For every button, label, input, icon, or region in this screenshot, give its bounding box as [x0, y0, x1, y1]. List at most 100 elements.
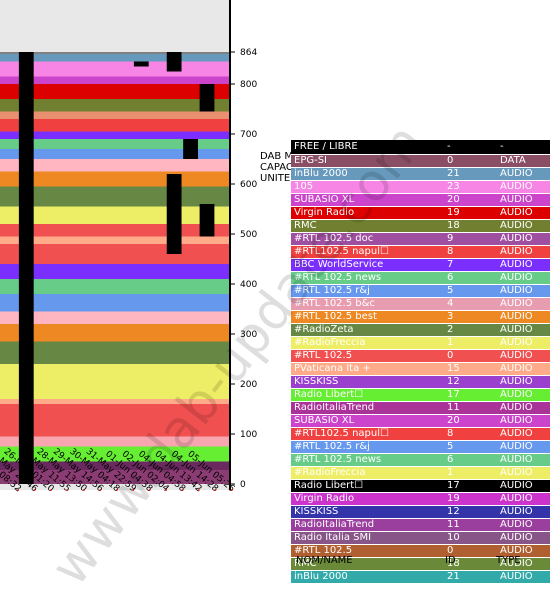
table-row: #RTL 102.5 best 3 AUDIO [291, 310, 550, 324]
plot-lanes [0, 52, 230, 484]
cell-id: 8 [444, 245, 497, 259]
table-row: #RadioZeta 2 AUDIO [291, 323, 550, 337]
plot-gaps [18, 52, 215, 484]
table-row: #RTL 102.5 r&j 5 AUDIO [291, 284, 550, 298]
y-tick-label: 0 [240, 480, 246, 490]
cell-id: 20 [444, 414, 497, 428]
table-row: inBlu 2000 21 AUDIO [291, 167, 550, 181]
table-row: RMC 18 AUDIO [291, 219, 550, 233]
cell-name: inBlu 2000 [291, 167, 444, 181]
cell-name: Radio Libert☐ [291, 479, 444, 493]
cell-type: AUDIO [497, 375, 550, 389]
cell-name: #RTL 102.5 news [291, 271, 444, 285]
table-row: KISSKISS 12 AUDIO [291, 375, 550, 389]
cell-id: 1 [444, 336, 497, 350]
x-tick-dot [83, 489, 85, 491]
lane-band [0, 294, 230, 312]
cell-type: AUDIO [497, 193, 550, 207]
gap-mark [166, 174, 182, 254]
cell-name: PVaticana Ita + [291, 362, 444, 376]
mux-line-1: DAB M [260, 151, 294, 162]
lane-band [0, 399, 230, 404]
lane-band [0, 111, 230, 119]
table-row: #RTL102.5 napul☐ 8 AUDIO [291, 245, 550, 259]
cell-id: 19 [444, 492, 497, 506]
footer-id-label: ID [445, 555, 456, 566]
lane-band [0, 84, 230, 99]
mux-line-2: CAPAC [260, 162, 293, 173]
table-row: KISSKISS 12 AUDIO [291, 505, 550, 519]
lane-band [0, 54, 230, 62]
lane-band [0, 279, 230, 294]
cell-name: Radio Libert☐ [291, 388, 444, 402]
cell-id: 0 [444, 544, 497, 558]
cell-id: 5 [444, 284, 497, 298]
cell-id: 21 [444, 167, 497, 181]
cell-id: 15 [444, 362, 497, 376]
table-row: Radio Libert☐ 17 AUDIO [291, 388, 550, 402]
cell-type: AUDIO [497, 258, 550, 272]
cell-type: AUDIO [497, 479, 550, 493]
table-row: PVaticana Ita +15 AUDIO [291, 362, 550, 376]
cell-name: #RadioFreccia [291, 336, 444, 350]
cell-name: #RTL 102.5 doc [291, 232, 444, 246]
cell-type: AUDIO [497, 570, 550, 584]
y-tick-label: 800 [240, 80, 257, 90]
x-tick-dot [99, 489, 102, 491]
cell-id: 23 [444, 180, 497, 194]
lane-band [0, 264, 230, 279]
lane-band [0, 61, 230, 77]
table-row: Virgin Radio 19 AUDIO [291, 492, 550, 506]
lane-band [0, 374, 230, 399]
x-tick-dot [214, 489, 217, 491]
cell-id: 11 [444, 401, 497, 415]
footer-name-label: NOM/NAME [296, 555, 353, 566]
x-tick-dot [66, 489, 69, 491]
cell-name: #RTL 102.5 r&j [291, 440, 444, 454]
table-row: #RadioFreccia 1 AUDIO [291, 466, 550, 480]
table-row: RadioItaliaTrend 11 AUDIO [291, 518, 550, 532]
lane-band [0, 99, 230, 112]
y-tick-label: 200 [240, 380, 257, 390]
lane-band [0, 341, 230, 364]
cell-id: 18 [444, 219, 497, 233]
cell-name: #RTL 102.5 [291, 544, 444, 558]
header-id: - [444, 140, 497, 155]
cell-name: #RTL102.5 napul☐ [291, 427, 444, 441]
cell-type: AUDIO [497, 323, 550, 337]
cell-id: 10 [444, 531, 497, 545]
lane-band [0, 139, 230, 149]
lane-band [0, 436, 230, 447]
lane-band [0, 446, 230, 462]
cell-name: Radio Italia SMI [291, 531, 444, 545]
gap-mark [199, 84, 215, 112]
cell-type: AUDIO [497, 180, 550, 194]
x-tick-dot [17, 489, 20, 491]
cell-type: AUDIO [497, 362, 550, 376]
cell-type: AUDIO [497, 401, 550, 415]
table-body: EPG-SI 0 DATA inBlu 2000 21 AUDIO 105 23 AUDIO SU… [291, 154, 550, 584]
header-name: FREE / LIBRE [291, 140, 444, 155]
cell-type: AUDIO [497, 505, 550, 519]
cell-type: DATA [497, 154, 550, 168]
x-tick-dot [230, 489, 233, 491]
cell-name: Virgin Radio [291, 206, 444, 220]
header-type: - [497, 140, 550, 155]
lane-band [0, 324, 230, 342]
table-row: #RTL 102.5 doc 9 AUDIO [291, 232, 550, 246]
lane-band [0, 244, 230, 264]
cell-type: AUDIO [497, 492, 550, 506]
table-row: #RTL 102.5 b&c 4 AUDIO [291, 297, 550, 311]
y-tick-label: 500 [240, 230, 257, 240]
table-row: SUBASIO XL 20 AUDIO [291, 193, 550, 207]
table-row: #RTL 102.5 news 6 AUDIO [291, 453, 550, 467]
cell-type: AUDIO [497, 453, 550, 467]
cell-name: #RadioZeta [291, 323, 444, 337]
lane-band [0, 236, 230, 244]
services-table: FREE / LIBRE - - EPG-SI 0 DATA inBlu 2000 21… [291, 140, 550, 584]
cell-id: 19 [444, 206, 497, 220]
table-row: Radio Libert☐ 17 AUDIO [291, 479, 550, 493]
lane-band [0, 404, 230, 419]
table-row: 105 23 AUDIO [291, 180, 550, 194]
table-row: #RTL 102.5 r&j 5 AUDIO [291, 440, 550, 454]
